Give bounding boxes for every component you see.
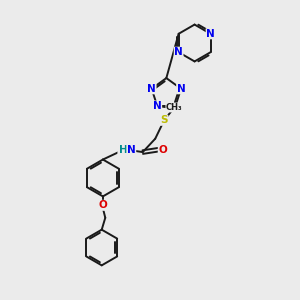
- Text: N: N: [147, 84, 156, 94]
- Text: S: S: [160, 115, 168, 125]
- Text: H: H: [119, 145, 128, 155]
- Text: N: N: [177, 84, 185, 94]
- Text: N: N: [153, 101, 162, 111]
- Text: CH₃: CH₃: [166, 103, 182, 112]
- Text: HN: HN: [118, 145, 135, 155]
- Text: N: N: [127, 145, 136, 155]
- Text: O: O: [98, 200, 107, 210]
- Text: N: N: [174, 47, 183, 57]
- Text: O: O: [158, 145, 167, 155]
- Text: N: N: [206, 29, 215, 39]
